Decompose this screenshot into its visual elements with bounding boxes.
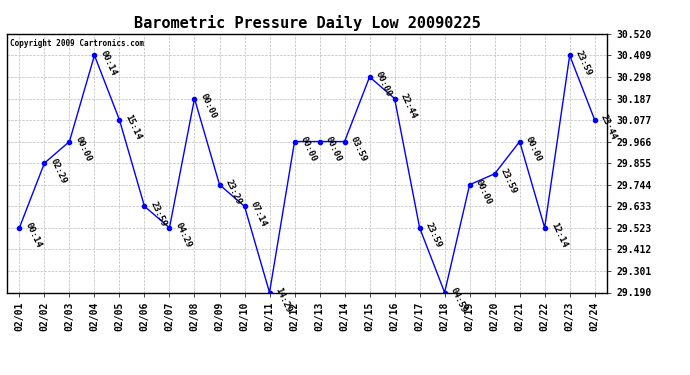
Text: 12:14: 12:14 (549, 221, 569, 249)
Text: 03:59: 03:59 (348, 135, 368, 163)
Text: 23:59: 23:59 (499, 167, 518, 195)
Text: 04:29: 04:29 (174, 221, 193, 249)
Text: 23:59: 23:59 (424, 221, 443, 249)
Text: 00:00: 00:00 (324, 135, 343, 163)
Text: Copyright 2009 Cartronics.com: Copyright 2009 Cartronics.com (10, 39, 144, 48)
Text: 00:00: 00:00 (74, 135, 93, 163)
Text: 23:29: 23:29 (224, 178, 243, 206)
Text: 00:14: 00:14 (23, 221, 43, 249)
Text: 00:14: 00:14 (99, 49, 118, 77)
Text: 02:29: 02:29 (48, 156, 68, 185)
Text: 04:59: 04:59 (448, 286, 469, 314)
Text: 15:14: 15:14 (124, 113, 143, 141)
Text: 07:14: 07:14 (248, 200, 268, 228)
Text: 00:00: 00:00 (299, 135, 318, 163)
Text: 00:00: 00:00 (524, 135, 543, 163)
Text: 00:00: 00:00 (199, 92, 218, 120)
Text: 14:29: 14:29 (274, 286, 293, 314)
Text: 22:44: 22:44 (399, 92, 418, 120)
Title: Barometric Pressure Daily Low 20090225: Barometric Pressure Daily Low 20090225 (134, 15, 480, 31)
Text: 23:59: 23:59 (574, 49, 593, 77)
Text: 00:00: 00:00 (374, 70, 393, 99)
Text: 00:00: 00:00 (474, 178, 493, 206)
Text: 23:44: 23:44 (599, 113, 618, 141)
Text: 23:59: 23:59 (148, 200, 168, 228)
